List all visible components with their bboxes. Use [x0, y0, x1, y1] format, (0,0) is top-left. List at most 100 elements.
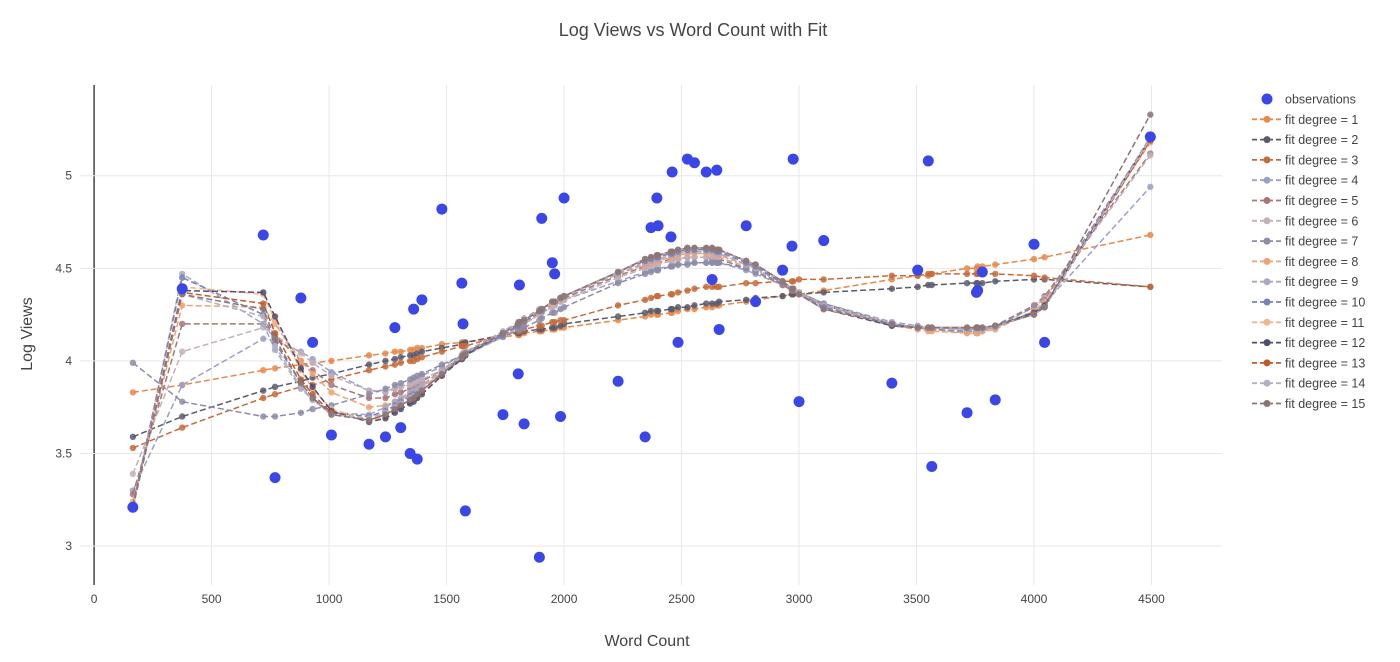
observation-point[interactable] — [436, 203, 448, 215]
fit-point — [179, 320, 186, 328]
observation-point[interactable] — [793, 396, 805, 408]
legend-item[interactable]: fit degree = 9 — [1252, 275, 1358, 289]
observation-point[interactable] — [295, 292, 307, 304]
observation-point[interactable] — [307, 336, 319, 348]
observation-point[interactable] — [325, 429, 337, 441]
fit-point — [752, 279, 759, 287]
legend-item[interactable]: fit degree = 11 — [1252, 316, 1364, 330]
observation-point[interactable] — [926, 460, 938, 472]
observation-point[interactable] — [546, 257, 558, 269]
observation-point[interactable] — [379, 431, 391, 443]
legend-item[interactable]: fit degree = 1 — [1252, 113, 1358, 127]
observation-point[interactable] — [777, 264, 789, 276]
observation-point[interactable] — [257, 229, 269, 241]
observation-point[interactable] — [740, 220, 752, 232]
legend-item[interactable]: fit degree = 10 — [1252, 296, 1365, 310]
fit-point — [963, 324, 971, 331]
observation-point[interactable] — [665, 231, 677, 243]
fit-point — [271, 413, 279, 420]
fit-point — [1147, 152, 1154, 159]
observation-point[interactable] — [922, 155, 934, 167]
observation-point[interactable] — [558, 192, 570, 204]
fit-point — [418, 387, 426, 394]
legend-swatch-marker — [1263, 115, 1271, 123]
fit-point — [397, 402, 404, 409]
fit-point — [391, 381, 399, 389]
legend-item[interactable]: fit degree = 13 — [1252, 356, 1365, 370]
observation-point[interactable] — [513, 279, 525, 291]
observation-point[interactable] — [459, 505, 471, 517]
observation-point[interactable] — [518, 418, 530, 430]
observation-point[interactable] — [818, 235, 830, 247]
legend-swatch-marker — [1261, 93, 1273, 105]
observation-point[interactable] — [416, 294, 428, 306]
fit-point — [391, 355, 399, 363]
observation-point[interactable] — [176, 283, 188, 295]
observation-point[interactable] — [700, 166, 712, 178]
observation-point[interactable] — [363, 438, 375, 450]
legend-item[interactable]: fit degree = 6 — [1252, 214, 1358, 228]
legend-item[interactable]: fit degree = 8 — [1252, 255, 1358, 269]
legend-item[interactable]: fit degree = 5 — [1252, 194, 1358, 208]
observation-point[interactable] — [688, 157, 700, 169]
fit-point — [703, 259, 710, 266]
observation-point[interactable] — [411, 453, 423, 465]
legend-item[interactable]: observations — [1261, 93, 1356, 107]
legend-swatch-marker — [1263, 298, 1271, 306]
legend[interactable]: observations fit degree = 1 fit degree = 2… — [1252, 93, 1365, 412]
observation-point[interactable] — [706, 273, 718, 285]
observation-point[interactable] — [395, 422, 407, 434]
fit-point — [654, 252, 662, 259]
observation-point[interactable] — [1144, 131, 1156, 143]
observation-point[interactable] — [639, 431, 651, 443]
observation-point[interactable] — [961, 407, 973, 419]
fit-point — [1147, 111, 1154, 118]
observation-point[interactable] — [652, 220, 664, 232]
observation-point[interactable] — [666, 166, 678, 178]
observation-point[interactable] — [651, 192, 663, 204]
observation-point[interactable] — [269, 472, 281, 484]
observation-point[interactable] — [536, 212, 548, 224]
observation-point[interactable] — [512, 368, 524, 380]
fit-point — [668, 291, 676, 298]
fit-point — [365, 366, 373, 374]
observation-point[interactable] — [1039, 336, 1051, 348]
legend-item[interactable]: fit degree = 12 — [1252, 336, 1365, 350]
observation-point[interactable] — [127, 501, 139, 513]
fit-line — [132, 138, 1151, 418]
fit-point — [129, 359, 137, 366]
observation-point[interactable] — [886, 377, 898, 389]
fit-point — [1147, 183, 1154, 191]
observation-point[interactable] — [711, 164, 723, 176]
observation-point[interactable] — [457, 318, 469, 330]
observation-point[interactable] — [408, 303, 420, 315]
fit-point — [397, 359, 404, 366]
observation-point[interactable] — [912, 264, 924, 276]
observation-point[interactable] — [612, 375, 624, 387]
fit-point — [328, 411, 335, 418]
observation-point[interactable] — [1028, 238, 1040, 250]
observation-point[interactable] — [713, 323, 725, 335]
observation-point[interactable] — [389, 322, 401, 334]
observation-point[interactable] — [533, 551, 545, 563]
observation-point[interactable] — [787, 153, 799, 165]
observation-point[interactable] — [497, 409, 509, 421]
legend-item[interactable]: fit degree = 7 — [1252, 235, 1358, 249]
observation-point[interactable] — [972, 285, 984, 297]
observation-point[interactable] — [549, 268, 561, 280]
observation-point[interactable] — [989, 394, 1001, 406]
observation-point[interactable] — [750, 296, 762, 308]
legend-item[interactable]: fit degree = 15 — [1252, 397, 1365, 411]
fit-line — [132, 138, 1151, 508]
fit-point — [560, 316, 568, 324]
observation-point[interactable] — [976, 266, 988, 278]
legend-item[interactable]: fit degree = 4 — [1252, 174, 1358, 188]
legend-label: fit degree = 12 — [1285, 336, 1365, 350]
observation-point[interactable] — [555, 410, 567, 422]
observation-point[interactable] — [672, 336, 684, 348]
observation-point[interactable] — [456, 277, 468, 289]
observation-point[interactable] — [786, 240, 798, 252]
legend-item[interactable]: fit degree = 3 — [1252, 153, 1358, 167]
legend-item[interactable]: fit degree = 2 — [1252, 133, 1358, 147]
legend-item[interactable]: fit degree = 14 — [1252, 377, 1365, 391]
